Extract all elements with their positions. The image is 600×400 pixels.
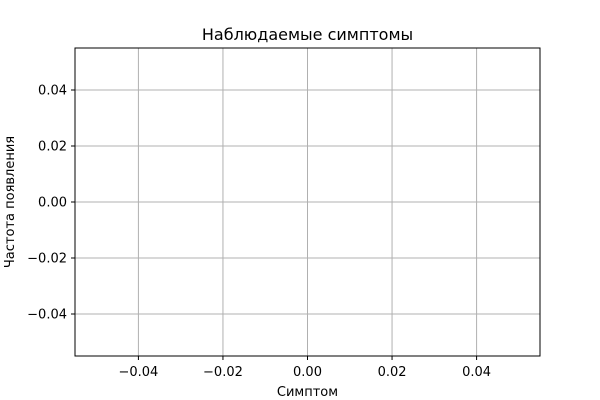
y-axis-label: Частота появления: [3, 136, 18, 268]
y-tick-label: 0.02: [38, 140, 67, 155]
x-tick-label: −0.04: [118, 365, 158, 380]
y-tick-label: 0.04: [38, 84, 67, 99]
x-axis-ticks: −0.04 −0.02 0.00 0.02 0.04: [118, 356, 491, 380]
x-tick-label: −0.02: [203, 365, 243, 380]
x-tick-label: 0.02: [378, 365, 407, 380]
x-tick-label: 0.04: [462, 365, 491, 380]
y-tick-label: −0.02: [27, 252, 67, 267]
x-axis-label: Симптом: [277, 385, 338, 400]
grid: [75, 48, 540, 356]
x-tick-label: 0.00: [293, 365, 322, 380]
chart-title: Наблюдаемые симптомы: [202, 25, 413, 44]
y-tick-label: −0.04: [27, 308, 67, 323]
y-axis-ticks: −0.04 −0.02 0.00 0.02 0.04: [27, 84, 75, 323]
y-tick-label: 0.00: [38, 196, 67, 211]
